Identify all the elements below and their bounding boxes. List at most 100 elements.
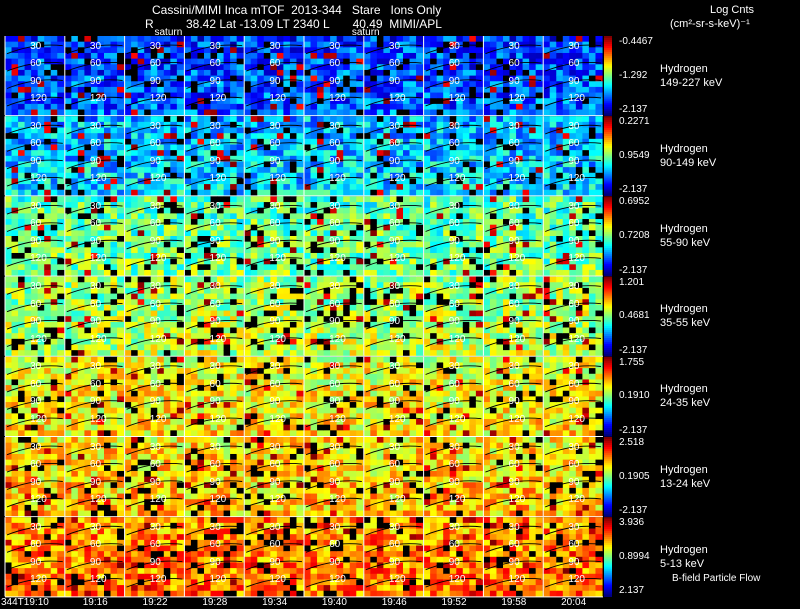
spectrogram-cell (304, 161, 312, 168)
spectrogram-cell (257, 316, 265, 323)
spectrogram-cell (18, 252, 26, 260)
spectrogram-cell (197, 219, 205, 226)
spectrogram-cell (343, 103, 351, 111)
spectrogram-cell (475, 116, 483, 123)
spectrogram-cell (131, 36, 139, 43)
spectrogram-cell (176, 155, 184, 163)
spectrogram-cell (270, 121, 278, 129)
spectrogram-cell (184, 178, 192, 185)
spectrogram-cell (117, 167, 125, 174)
spectrogram-cell (44, 155, 52, 163)
spectrogram-cell (423, 86, 431, 94)
spectrogram-cell (157, 52, 165, 60)
spectrogram-cell (310, 36, 318, 43)
spectrogram-cell (236, 293, 244, 300)
spectrogram-cell (349, 327, 357, 334)
spectrogram-cell (489, 86, 498, 94)
spectrogram-cell (5, 202, 13, 209)
spectrogram-cell (64, 58, 72, 65)
spectrogram-cell (462, 116, 470, 123)
spectrogram-cell (317, 350, 325, 357)
spectrogram-cell (496, 86, 504, 94)
spectrogram-cell (5, 333, 13, 340)
spectrogram-cell (184, 196, 192, 203)
spectrogram-cell (522, 213, 530, 220)
spectrogram-cell (356, 75, 364, 82)
spectrogram-cell (349, 310, 357, 317)
spectrogram-cell (176, 161, 184, 168)
spectrogram-cell (131, 64, 139, 71)
spectrogram-cell (176, 207, 184, 214)
spectrogram-cell (57, 196, 65, 203)
spectrogram-cell (244, 144, 252, 151)
spectrogram-cell (163, 236, 171, 243)
spectrogram-cell (304, 299, 312, 306)
spectrogram-cell (71, 282, 79, 289)
spectrogram-cell (257, 264, 265, 271)
spectrogram-cell (416, 41, 424, 48)
pitch-angle-contour (66, 177, 123, 187)
colorbar-segment (604, 51, 612, 55)
spectrogram-cell (304, 121, 312, 129)
spectrogram-cell (190, 92, 199, 99)
spectrogram-cell (562, 109, 570, 116)
spectrogram-cell (403, 52, 411, 60)
spectrogram-cell (57, 258, 65, 265)
spectrogram-cell (190, 189, 199, 196)
spectrogram-cell (496, 167, 504, 174)
spectrogram-cell (71, 161, 79, 168)
spectrogram-cell (210, 167, 218, 174)
spectrogram-cell (349, 304, 357, 312)
spectrogram-cell (104, 293, 112, 300)
spectrogram-cell (289, 304, 298, 312)
spectrogram-cell (283, 310, 291, 317)
spectrogram-cell (356, 310, 364, 317)
spectrogram-cell (170, 133, 178, 140)
spectrogram-cell (117, 144, 125, 151)
spectrogram-cell (489, 98, 498, 105)
spectrogram-cell (496, 109, 504, 116)
spectrogram-cell (516, 47, 524, 54)
spectrogram-cell (104, 299, 112, 306)
spectrogram-cell (317, 41, 325, 48)
spectrogram-cell (317, 47, 325, 54)
spectrogram-cell (549, 196, 557, 203)
spectrogram-cell (430, 52, 438, 60)
spectrogram-cell (11, 189, 19, 196)
spectrogram-cell (230, 321, 238, 329)
spectrogram-cell (124, 276, 132, 283)
spectrogram-cell (595, 184, 603, 191)
spectrogram-cell (24, 269, 32, 277)
spectrogram-cell (11, 133, 19, 140)
spectrogram-cell (11, 75, 19, 82)
spectrogram-cell (289, 213, 298, 220)
spectrogram-cell (170, 252, 178, 260)
spectrogram-cell (170, 58, 178, 65)
spectrogram-cell (522, 184, 530, 191)
spectrogram-cell (97, 92, 105, 99)
spectrogram-cell (416, 310, 424, 317)
spectrogram-cell (210, 344, 218, 351)
spectrogram-cell (430, 133, 438, 140)
spectrogram-cell (131, 293, 139, 300)
spectrogram-cell (383, 269, 391, 277)
spectrogram-cell (236, 264, 244, 271)
spectrogram-cell (50, 167, 58, 174)
spectrogram-cell (522, 161, 530, 168)
spectrogram-cell (409, 310, 417, 317)
spectrogram-cell (31, 172, 39, 180)
spectrogram-cell (396, 184, 404, 191)
spectrogram-cell (496, 184, 504, 191)
spectrogram-cell (535, 127, 543, 134)
spectrogram-cell (197, 92, 205, 99)
spectrogram-cell (124, 350, 132, 357)
spectrogram-cell (257, 252, 265, 260)
spectrogram-cell (190, 41, 199, 48)
spectrogram-cell (389, 52, 398, 60)
spectrogram-cell (117, 196, 125, 203)
spectrogram-cell (283, 75, 291, 82)
spectrogram-cell (84, 172, 92, 180)
spectrogram-cell (475, 138, 483, 146)
spectrogram-cell (595, 116, 603, 123)
spectrogram-cell (409, 92, 417, 99)
